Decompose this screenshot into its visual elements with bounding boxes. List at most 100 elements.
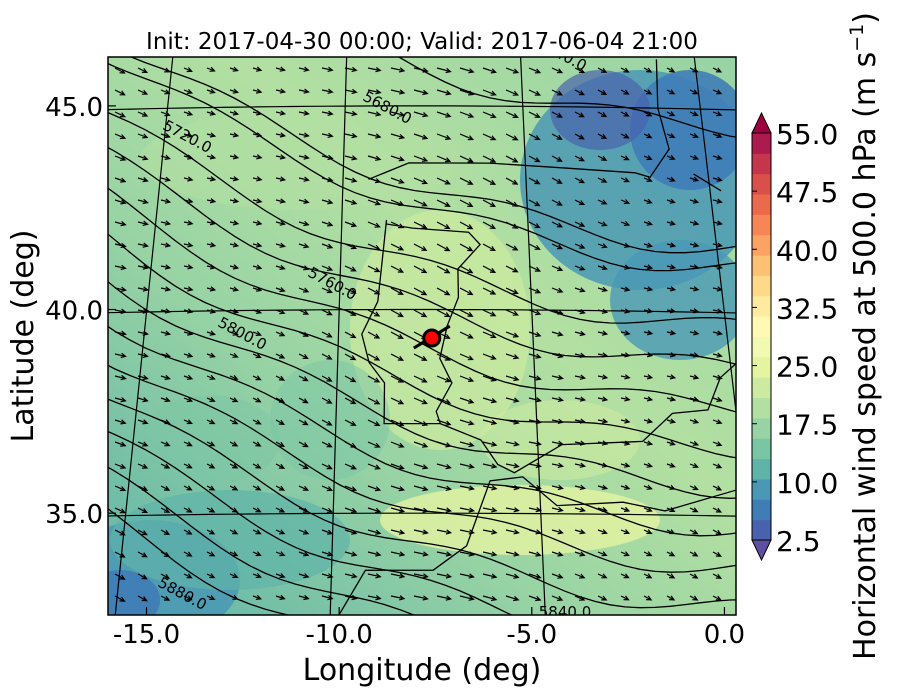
wind-arrow — [551, 331, 564, 337]
wind-arrow — [574, 309, 586, 315]
coastlines — [338, 59, 736, 615]
wind-arrow — [275, 132, 287, 138]
wind-arrow — [390, 155, 405, 162]
wind-arrow — [413, 507, 429, 513]
wind-arrow — [206, 198, 217, 204]
wind-arrow — [551, 396, 565, 403]
wind-arrow — [528, 484, 542, 491]
wind-arrow — [413, 595, 429, 601]
wind-arrow — [689, 67, 699, 73]
wind-arrow — [344, 463, 357, 470]
wind-arrow — [620, 440, 631, 446]
wind-arrow — [436, 243, 451, 252]
wind-arrow — [252, 485, 262, 491]
wind-arrow — [344, 594, 358, 601]
wind-arrow — [298, 507, 310, 513]
wind-arrow — [689, 132, 699, 138]
wind-arrow — [712, 89, 723, 95]
wind-arrow — [666, 286, 677, 292]
wind-arrow — [551, 353, 564, 359]
wind-arrow — [551, 440, 565, 446]
wind-arrow — [436, 441, 452, 448]
colorbar-segment — [752, 458, 771, 480]
wind-arrow — [160, 198, 172, 204]
wind-arrow — [252, 88, 263, 94]
wind-arrow — [459, 89, 475, 96]
wind-arrow — [137, 463, 149, 469]
wind-arrow — [666, 67, 676, 73]
wind-arrow — [482, 331, 497, 339]
wind-arrow — [689, 352, 700, 358]
wind-arrow — [597, 529, 608, 535]
wind-arrow — [459, 177, 474, 185]
wind-arrow — [344, 551, 358, 557]
colorbar-segment — [752, 316, 771, 337]
wind-arrow — [528, 177, 541, 185]
wind-arrow — [137, 155, 149, 161]
wind-arrow — [551, 199, 563, 206]
wind-arrow — [321, 88, 334, 94]
wind-arrow — [528, 287, 542, 294]
wind-arrow — [206, 220, 217, 226]
wind-arrow — [689, 154, 700, 160]
wind-arrow — [712, 396, 723, 402]
wind-arrow — [551, 155, 563, 162]
wind-arrow — [298, 397, 309, 404]
wind-arrow — [643, 242, 654, 248]
wind-arrow — [114, 133, 127, 140]
wind-arrow — [620, 506, 631, 512]
wind-arrow — [390, 595, 406, 601]
colorbar-segment — [752, 377, 771, 399]
wind-arrow — [413, 353, 428, 361]
wind-arrow — [160, 132, 171, 139]
wind-arrow — [551, 595, 564, 601]
wind-arrow — [390, 573, 406, 579]
wind-arrow — [321, 132, 334, 138]
wind-arrow — [114, 374, 127, 381]
wind-arrow — [620, 308, 631, 314]
wind-arrow — [252, 529, 262, 535]
wind-arrow — [597, 89, 608, 95]
wind-arrow — [367, 551, 382, 557]
wind-arrow — [712, 308, 723, 314]
wind-arrow — [643, 155, 653, 161]
wind-arrow — [689, 89, 699, 95]
wind-arrow — [160, 111, 171, 117]
wind-arrow — [505, 529, 520, 535]
wind-arrow — [298, 309, 310, 315]
wind-arrow — [137, 551, 148, 558]
wind-arrow — [344, 243, 358, 250]
wind-arrow — [206, 419, 216, 425]
wind-arrow — [114, 67, 126, 74]
wind-arrow — [436, 265, 451, 274]
wind-arrow — [528, 331, 542, 337]
wind-arrow — [413, 243, 428, 252]
wind-arrow — [436, 353, 451, 361]
wind-arrow — [597, 243, 608, 249]
wind-arrow — [528, 507, 542, 513]
wind-arrow — [620, 462, 631, 468]
wind-arrow — [459, 243, 474, 252]
wind-arrow — [666, 595, 676, 601]
wind-arrow — [528, 551, 542, 557]
wind-arrow — [160, 573, 171, 579]
wind-arrow — [528, 243, 541, 250]
wind-arrow — [436, 463, 452, 470]
wind-arrow — [689, 529, 699, 535]
wind-arrow — [160, 352, 172, 358]
wind-arrow — [574, 374, 587, 380]
wind-arrow — [229, 66, 239, 72]
colorbar-segment — [752, 478, 771, 500]
contour-label: 5840.0 — [539, 603, 592, 621]
wind-arrow — [183, 573, 193, 579]
wind-arrow — [298, 485, 310, 491]
wind-arrow — [551, 484, 564, 491]
wind-arrow — [666, 264, 677, 270]
wind-arrow — [137, 242, 149, 248]
wind-arrow — [390, 243, 405, 251]
wind-arrow — [229, 419, 239, 425]
contour-line — [108, 146, 736, 365]
wind-arrow — [574, 484, 586, 490]
wind-arrow — [528, 595, 542, 602]
wind-arrow — [689, 595, 699, 601]
